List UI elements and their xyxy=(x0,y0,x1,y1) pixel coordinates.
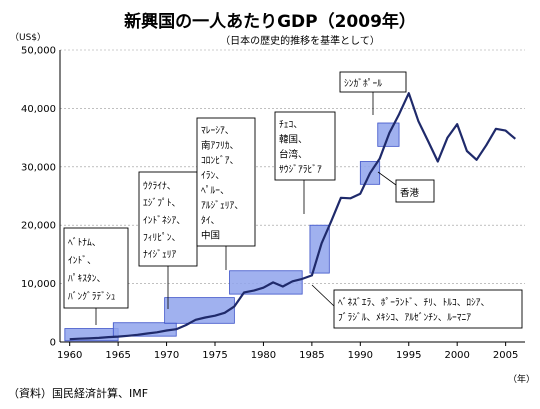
annotation-text: ｴｼﾞﾌﾟﾄ、 xyxy=(143,198,181,209)
annotation-text: 南ｱﾌﾘｶ、 xyxy=(201,139,239,151)
annotation-box xyxy=(333,289,523,329)
x-tick-label: 1960 xyxy=(57,350,82,361)
annotation-text: ｲﾝﾄﾞﾈｼｱ、 xyxy=(143,215,186,226)
y-tick-label: 30,000 xyxy=(21,162,56,173)
x-axis-unit: （年） xyxy=(508,373,535,385)
y-tick-label: 20,000 xyxy=(21,221,56,232)
y-tick-label: 0 xyxy=(50,338,56,349)
y-axis-unit: （US$） xyxy=(10,32,46,43)
x-tick-label: 1975 xyxy=(202,350,227,361)
annotation-text: ﾁｪｺ、 xyxy=(279,119,303,130)
annotation-box xyxy=(274,111,336,181)
annotation-text: 香港 xyxy=(400,187,420,199)
x-tick-label: 1985 xyxy=(299,350,324,361)
annotation-text: ｲﾝﾄﾞ、 xyxy=(68,256,97,267)
annotation-text: ﾊﾞﾝｸﾞﾗﾃﾞｼｭ xyxy=(68,292,116,303)
y-tick-label: 10,000 xyxy=(21,279,56,290)
y-tick-label: 50,000 xyxy=(21,46,56,57)
annotation-text: ﾌｨﾘﾋﾟﾝ、 xyxy=(143,233,181,244)
series-line xyxy=(69,92,517,341)
annotation-text: ﾍﾟﾙｰ、 xyxy=(201,185,230,196)
annotation-text: 中国 xyxy=(201,229,220,241)
annotation-box xyxy=(339,71,407,93)
annotation-text: ﾊﾟｷｽﾀﾝ、 xyxy=(68,274,106,285)
annotation-text: ｺﾛﾝﾋﾞｱ、 xyxy=(201,155,239,166)
annotation-text: ｳｸﾗｲﾅ、 xyxy=(143,181,176,192)
annotation-box xyxy=(196,117,256,247)
annotation-box xyxy=(395,179,435,203)
annotation-box xyxy=(138,171,198,267)
annotation-text: ﾏﾚｰｼｱ、 xyxy=(201,125,234,136)
x-tick-label: 1965 xyxy=(105,350,130,361)
annotation-text: ﾌﾞﾗｼﾞﾙ、ﾒｷｼｺ、ｱﾙｾﾞﾝﾁﾝ、ﾙｰﾏﾆｱ xyxy=(338,312,471,323)
annotation-text: ﾍﾞﾄﾅﾑ、 xyxy=(68,238,101,249)
annotation-text: ｼﾝｶﾞﾎﾟｰﾙ xyxy=(344,79,382,90)
annotation-connector xyxy=(311,284,335,307)
annotation-text: ﾍﾞﾈｽﾞｴﾗ、ﾎﾟｰﾗﾝﾄﾞ、ﾁﾘ、ﾄﾙｺ、ﾛｼｱ、 xyxy=(338,297,490,308)
x-tick-label: 1990 xyxy=(348,350,373,361)
annotation-text: 韓国、 xyxy=(279,134,308,145)
x-tick-label: 2005 xyxy=(493,350,518,361)
annotation-box xyxy=(63,227,129,309)
source-note: （資料）国民経済計算、IMF xyxy=(8,386,148,400)
annotation-text: ﾅｲｼﾞｪﾘｱ xyxy=(143,250,177,261)
annotation-text: ﾀｲ、 xyxy=(201,215,220,226)
annotation-connector xyxy=(377,171,397,186)
y-tick-label: 40,000 xyxy=(21,104,56,115)
x-tick-label: 1970 xyxy=(154,350,179,361)
x-tick-label: 2000 xyxy=(444,350,469,361)
x-tick-label: 1995 xyxy=(396,350,421,361)
chart-subtitle: （日本の歴史的推移を基準として） xyxy=(220,34,380,47)
annotation-text: ｻｳｼﾞｱﾗﾋﾞｱ xyxy=(279,164,322,175)
annotation-text: ｲﾗﾝ、 xyxy=(201,170,225,181)
annotation-text: ｱﾙｼﾞｪﾘｱ、 xyxy=(201,200,244,211)
annotation-text: 台湾、 xyxy=(279,148,308,160)
chart-title: 新興国の一人あたりGDP（2009年） xyxy=(124,11,416,32)
highlight-box xyxy=(229,270,303,295)
x-tick-label: 1980 xyxy=(251,350,276,361)
